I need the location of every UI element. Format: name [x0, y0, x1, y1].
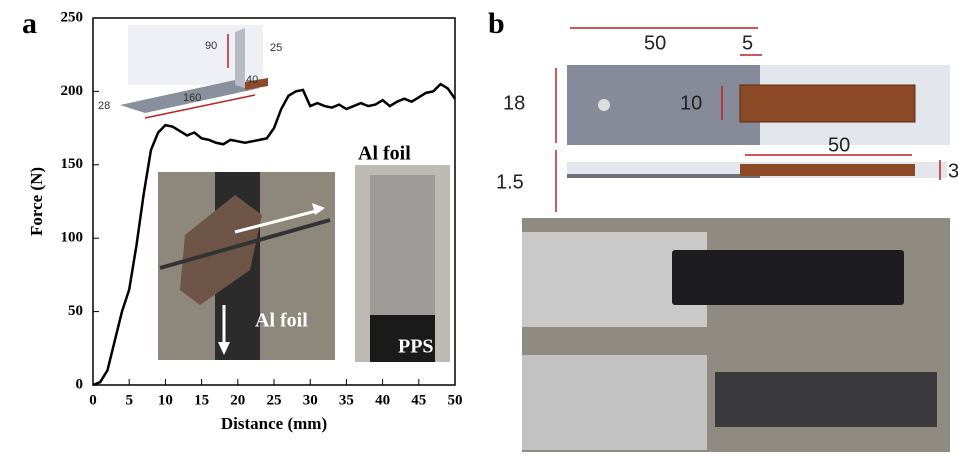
specimen-photo: [522, 218, 950, 452]
x-tick-label: 35: [339, 392, 354, 408]
al-plate-side: [567, 174, 760, 178]
al-strip: [522, 355, 707, 450]
y-tick-label: 0: [76, 376, 84, 392]
x-tick-label: 30: [303, 392, 318, 408]
x-tick-label: 15: [194, 392, 209, 408]
dim-label: 3: [948, 160, 958, 182]
x-tick-label: 5: [125, 392, 133, 408]
dim-label: 25: [270, 42, 282, 54]
x-tick-label: 40: [375, 392, 390, 408]
panel-label: b: [488, 7, 505, 40]
dim-label: 40: [246, 74, 258, 86]
specimen-diagram: 50 5 18 10 50 1.5 3: [496, 27, 958, 212]
dim-label: 10: [680, 92, 702, 114]
dim-label: 18: [503, 92, 525, 114]
pps-plate-side: [740, 164, 915, 176]
dim-label: 50: [828, 134, 850, 156]
y-axis-label: Force (N): [27, 167, 46, 236]
dim-label: 50: [644, 32, 666, 54]
y-tick-label: 50: [68, 303, 83, 319]
x-tick-label: 25: [267, 392, 282, 408]
al-plate: [567, 65, 760, 145]
photo-foil: [159, 218, 331, 270]
y-tick-label: 200: [61, 83, 84, 99]
cad-foil: [245, 78, 268, 90]
photo-pps: [370, 315, 435, 362]
cad-plate: [235, 28, 245, 88]
dim-label: 1.5: [496, 171, 524, 193]
x-axis-label: Distance (mm): [221, 414, 327, 433]
cad-plate: [120, 80, 260, 113]
hole: [598, 99, 610, 111]
panel-label: a: [22, 7, 37, 40]
photo-label: PPS: [398, 336, 434, 358]
dim-label: 5: [742, 32, 753, 54]
arrow-head: [218, 342, 230, 355]
x-tick-label: 45: [411, 392, 426, 408]
pps-plate: [739, 84, 916, 123]
cad-inset: 90 25 40 160 28: [98, 25, 282, 119]
dim-label: 28: [98, 100, 110, 112]
x-tick-label: 20: [230, 392, 245, 408]
x-tick-label: 10: [158, 392, 173, 408]
dim-label: 160: [183, 92, 201, 104]
x-tick-label: 0: [89, 392, 97, 408]
photo-label: Al foil: [358, 143, 411, 165]
pps-strip: [672, 250, 904, 305]
y-tick-label: 100: [61, 230, 84, 246]
x-tick-label: 50: [448, 392, 463, 408]
arrow: [234, 208, 321, 234]
photo-label: Al foil: [255, 310, 308, 332]
dim-line: [144, 94, 256, 119]
arrow-head: [312, 203, 325, 215]
photo-inset: Al foil Al foil PPS: [158, 143, 450, 362]
pps-strip: [715, 372, 937, 427]
data-line: [92, 82, 457, 387]
y-tick-label: 150: [61, 156, 84, 172]
y-tick-label: 250: [61, 9, 84, 25]
dim-label: 90: [205, 40, 217, 52]
